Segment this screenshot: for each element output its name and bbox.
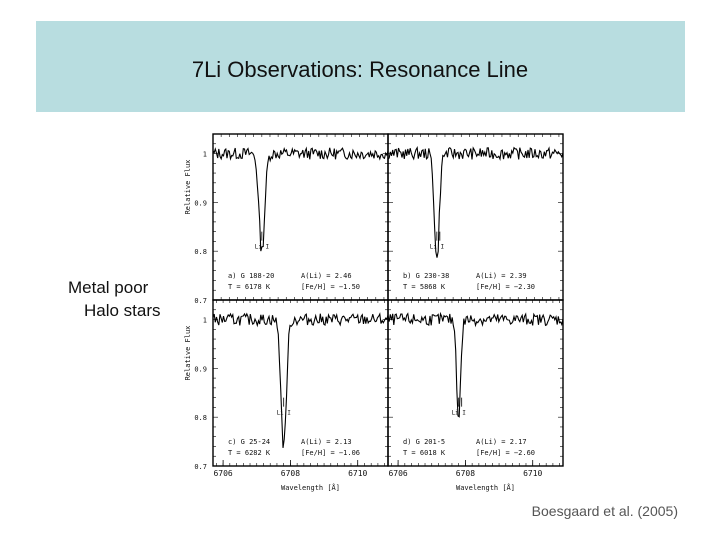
y-tick-label: 0.7	[194, 463, 207, 471]
spectrum-line-d	[387, 311, 564, 418]
abundance-b: A(Li) = 2.39	[476, 272, 527, 280]
x-tick-label: 6708	[456, 469, 475, 478]
star-name-d: d) G 201-5	[403, 438, 445, 446]
y-tick-label: 0.8	[194, 248, 207, 256]
y-axis-label-a: Relative Flux	[184, 160, 192, 215]
y-tick-label: 1	[203, 317, 207, 325]
li-label-c: Li I	[276, 410, 291, 417]
star-name-c: c) G 25-24	[228, 438, 270, 446]
x-tick-label: 6710	[348, 469, 367, 478]
y-tick-label: 0.8	[194, 414, 207, 422]
y-tick-label: 1	[203, 151, 207, 159]
y-tick-label: 0.7	[194, 297, 207, 305]
temperature-c: T = 6282 K	[228, 449, 271, 457]
title-band	[36, 21, 685, 112]
spectrum-line-a	[212, 146, 389, 252]
abundance-c: A(Li) = 2.13	[301, 438, 352, 446]
spectrum-line-b	[387, 145, 564, 258]
temperature-b: T = 5868 K	[403, 283, 446, 291]
credit-citation: Boesgaard et al. (2005)	[531, 503, 678, 519]
metallicity-b: [Fe/H] = −2.30	[476, 283, 535, 291]
y-tick-label: 0.9	[194, 199, 207, 207]
li-label-a: Li I	[255, 244, 270, 251]
y-tick-label: 0.9	[194, 365, 207, 373]
x-tick-label: 6706	[388, 469, 407, 478]
side-label-line1: Metal poor	[68, 278, 149, 297]
spectrum-line-c	[212, 312, 389, 448]
li-label-b: Li I	[430, 244, 445, 251]
temperature-a: T = 6178 K	[228, 283, 271, 291]
side-label-line2: Halo stars	[84, 301, 161, 320]
temperature-d: T = 6018 K	[403, 449, 446, 457]
abundance-d: A(Li) = 2.17	[476, 438, 527, 446]
metallicity-c: [Fe/H] = −1.06	[301, 449, 360, 457]
x-tick-label: 6708	[281, 469, 300, 478]
abundance-a: A(Li) = 2.46	[301, 272, 352, 280]
x-tick-label: 6710	[523, 469, 542, 478]
star-name-b: b) G 230-38	[403, 272, 449, 280]
x-tick-label: 6706	[213, 469, 232, 478]
metallicity-d: [Fe/H] = −2.60	[476, 449, 535, 457]
panel-frame-d	[387, 299, 564, 467]
x-axis-label-c: Wavelength [Å]	[281, 483, 340, 492]
x-axis-label-d: Wavelength [Å]	[456, 483, 515, 492]
y-axis-label-c: Relative Flux	[184, 326, 192, 381]
slide-title: 7Li Observations: Resonance Line	[191, 57, 529, 82]
star-name-a: a) G 188-20	[228, 272, 274, 280]
li-label-d: Li I	[451, 410, 466, 417]
metallicity-a: [Fe/H] = −1.50	[301, 283, 360, 291]
